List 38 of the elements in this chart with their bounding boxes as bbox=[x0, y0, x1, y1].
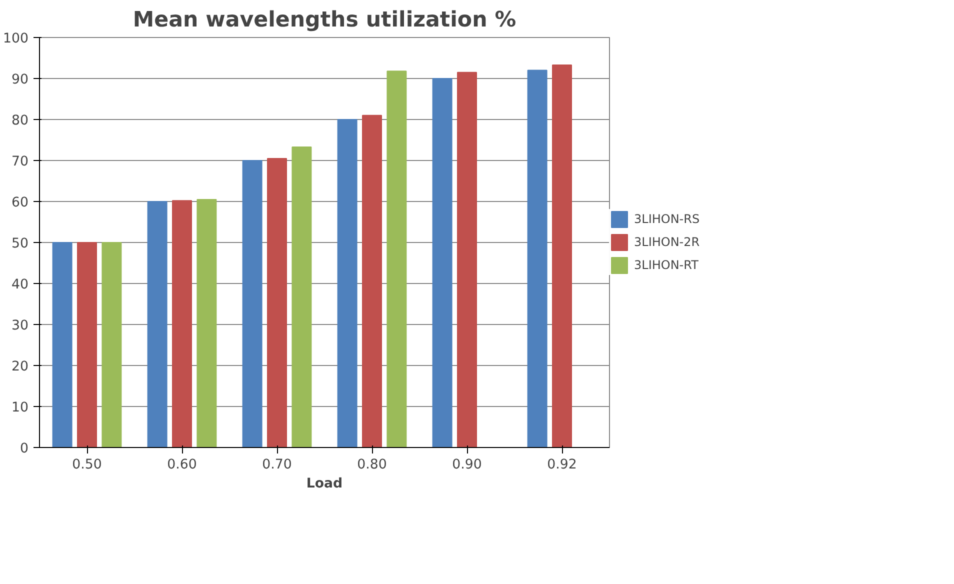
bar bbox=[552, 64, 572, 448]
bar bbox=[242, 160, 262, 448]
bar bbox=[267, 158, 287, 448]
y-tick-label: 60 bbox=[12, 196, 29, 210]
legend-label: 3LIHON-RS bbox=[634, 212, 700, 226]
x-axis-title: Load bbox=[306, 476, 343, 492]
y-tick-label: 10 bbox=[12, 400, 29, 416]
x-tick-label: 0.50 bbox=[72, 458, 102, 472]
x-tick-label: 0.70 bbox=[262, 458, 292, 472]
bar bbox=[52, 242, 72, 448]
chart-title: Mean wavelengths utilization % bbox=[132, 8, 516, 32]
y-tick-label: 30 bbox=[12, 318, 29, 334]
y-tick-label: 20 bbox=[12, 360, 29, 374]
legend-label: 3LIHON-RT bbox=[634, 258, 698, 272]
y-tick-label: 70 bbox=[12, 154, 29, 170]
y-tick-label: 0 bbox=[20, 442, 29, 456]
x-tick-label: 0.90 bbox=[452, 458, 482, 472]
y-tick-label: 80 bbox=[12, 114, 29, 128]
y-tick-label: 100 bbox=[3, 32, 29, 46]
bar bbox=[337, 119, 358, 448]
legend-label: 3LIHON-2R bbox=[634, 235, 700, 249]
bar bbox=[362, 114, 382, 448]
bar bbox=[432, 78, 452, 448]
y-tick-label: 50 bbox=[12, 236, 29, 252]
x-tick-label: 0.60 bbox=[167, 458, 197, 472]
y-tick-label: 90 bbox=[12, 72, 29, 88]
x-tick-label: 0.80 bbox=[357, 458, 387, 472]
y-tick-label: 40 bbox=[12, 278, 29, 292]
bar bbox=[77, 242, 97, 448]
bar bbox=[527, 70, 548, 448]
bar bbox=[147, 201, 168, 448]
bar bbox=[102, 242, 122, 448]
bar bbox=[196, 198, 217, 448]
bar bbox=[457, 72, 477, 448]
x-tick-label: 0.92 bbox=[547, 458, 577, 472]
bar bbox=[292, 146, 312, 448]
bar bbox=[386, 70, 407, 448]
bar bbox=[172, 200, 192, 448]
